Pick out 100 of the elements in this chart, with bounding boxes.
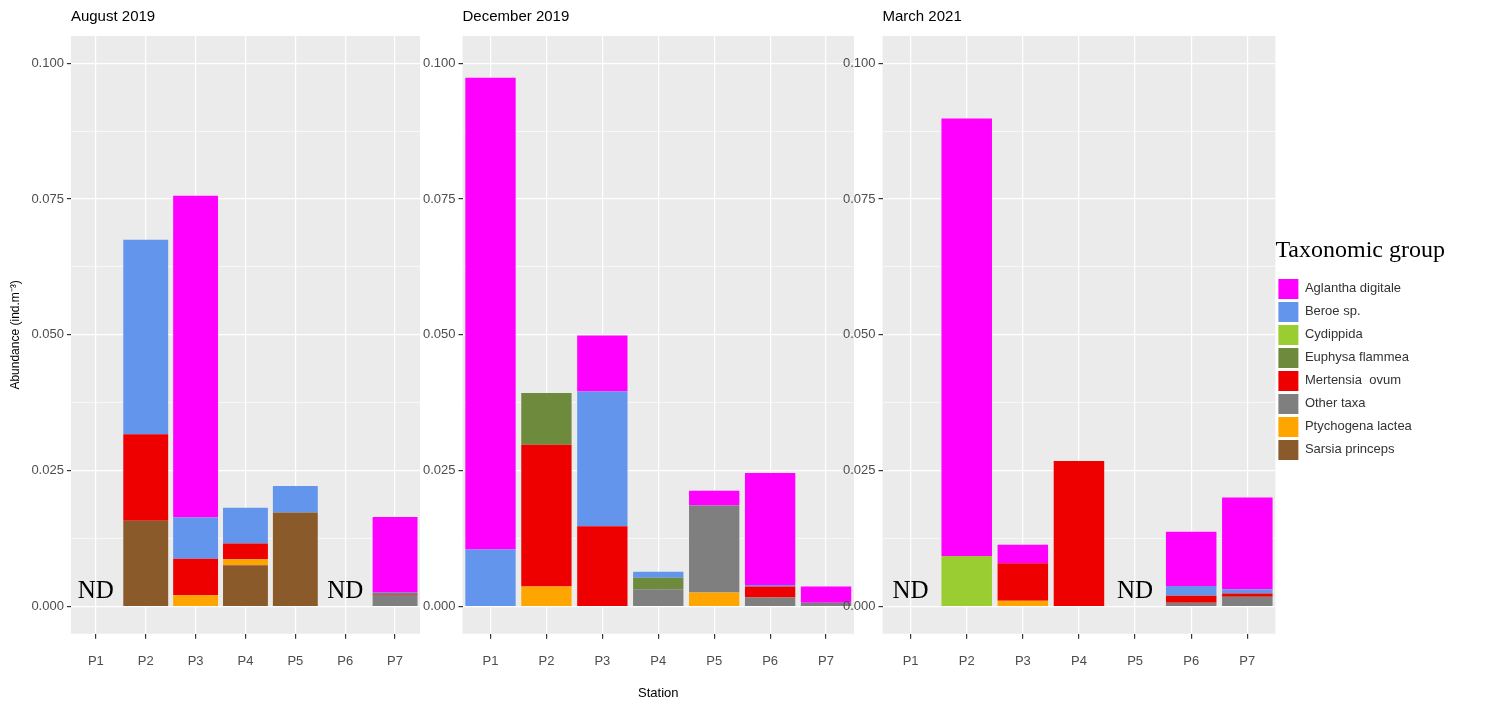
bar <box>744 472 796 585</box>
bar <box>1222 589 1273 594</box>
bar <box>633 577 684 590</box>
bar <box>577 335 628 392</box>
bar <box>997 544 1049 564</box>
x-tick-label: P3 <box>594 653 611 669</box>
annotation: ND <box>327 575 364 603</box>
x-tick-label: P7 <box>1239 653 1256 669</box>
x-tick-label: P5 <box>706 653 723 669</box>
y-tick-label: 0.025 <box>842 462 876 478</box>
bar <box>123 239 169 435</box>
bar <box>1165 602 1217 607</box>
bar <box>941 556 992 607</box>
chart-title: August 2019 <box>70 7 156 25</box>
bar <box>633 589 684 607</box>
legend-label: Other taxa <box>1304 395 1367 411</box>
annotation: ND <box>77 575 114 603</box>
bar <box>1053 460 1105 607</box>
bar <box>997 563 1049 601</box>
bar <box>744 597 796 607</box>
bar <box>689 592 740 607</box>
bar <box>689 490 740 506</box>
bar <box>272 485 318 513</box>
bar <box>173 558 219 596</box>
bar <box>941 118 992 557</box>
x-tick-label: P1 <box>87 653 104 669</box>
y-axis-title: Abundance (ind.m⁻³) <box>7 280 22 390</box>
bar <box>123 434 169 521</box>
y-tick-label: 0.050 <box>31 326 64 342</box>
x-tick-label: P2 <box>958 653 975 669</box>
y-tick-label: 0.100 <box>31 54 64 70</box>
legend-label: Aglantha digitale <box>1304 280 1402 296</box>
bar <box>1222 596 1273 607</box>
y-tick-label: 0.000 <box>422 598 456 614</box>
bar <box>372 594 418 607</box>
bar <box>272 512 318 607</box>
x-axis-title: Station <box>638 684 679 700</box>
bar <box>577 526 628 607</box>
y-tick-label: 0.025 <box>31 462 64 478</box>
legend-label: Beroe sp. <box>1304 303 1361 319</box>
x-tick-label: P1 <box>902 653 919 669</box>
y-tick-label: 0.075 <box>31 190 64 206</box>
y-tick-label: 0.050 <box>422 326 456 342</box>
bar <box>1222 497 1273 590</box>
y-tick-label: 0.100 <box>842 54 876 70</box>
y-tick-label: 0.100 <box>422 54 456 70</box>
bar <box>223 565 268 607</box>
legend-label: Euphysa flammea <box>1304 349 1410 365</box>
bar <box>633 571 684 578</box>
x-tick-label: P7 <box>818 653 834 669</box>
bar <box>997 600 1049 607</box>
bar <box>372 516 418 592</box>
bar <box>173 517 219 559</box>
legend-title: Taxonomic group <box>1275 236 1446 263</box>
bar <box>577 391 628 527</box>
legend-label: Cydippida <box>1304 326 1364 342</box>
x-tick-label: P6 <box>1183 653 1200 669</box>
x-tick-label: P2 <box>137 653 154 669</box>
x-tick-label: P3 <box>187 653 204 669</box>
x-tick-label: P3 <box>1014 653 1031 669</box>
bar <box>123 520 169 607</box>
bar <box>223 507 268 544</box>
bar <box>521 393 572 445</box>
bar <box>1165 531 1217 586</box>
y-tick-label: 0.075 <box>842 190 876 206</box>
bar <box>1222 593 1273 597</box>
x-tick-label: P7 <box>387 653 404 669</box>
x-tick-label: P6 <box>337 653 354 669</box>
bar <box>173 595 219 607</box>
x-tick-label: P2 <box>538 653 555 669</box>
y-tick-label: 0.050 <box>842 326 876 342</box>
y-tick-label: 0.075 <box>422 190 456 206</box>
bar <box>744 586 796 598</box>
bar <box>689 505 740 593</box>
bar <box>465 549 516 607</box>
x-tick-label: P6 <box>762 653 779 669</box>
bar <box>521 444 572 587</box>
bar <box>223 543 268 560</box>
bar <box>800 586 852 603</box>
x-tick-label: P4 <box>650 653 667 669</box>
legend-label: Ptychogena lactea <box>1304 418 1413 434</box>
bar <box>1165 595 1217 603</box>
x-tick-label: P5 <box>287 653 304 669</box>
bar <box>173 195 219 518</box>
x-tick-label: P5 <box>1127 653 1144 669</box>
annotation: ND <box>1117 575 1154 603</box>
chart-title: December 2019 <box>462 7 570 25</box>
bar <box>465 77 516 550</box>
y-tick-label: 0.000 <box>31 598 64 614</box>
chart-title: March 2021 <box>882 7 962 25</box>
x-tick-label: P4 <box>1071 653 1087 669</box>
y-tick-label: 0.025 <box>422 462 456 478</box>
x-tick-label: P1 <box>482 653 499 669</box>
legend-label: Mertensia ovum <box>1304 372 1401 388</box>
bar <box>521 586 572 607</box>
annotation: ND <box>892 575 929 603</box>
bar <box>1165 585 1217 596</box>
bar <box>223 559 268 566</box>
legend-label: Sarsia princeps <box>1304 441 1395 457</box>
x-tick-label: P4 <box>237 653 254 669</box>
